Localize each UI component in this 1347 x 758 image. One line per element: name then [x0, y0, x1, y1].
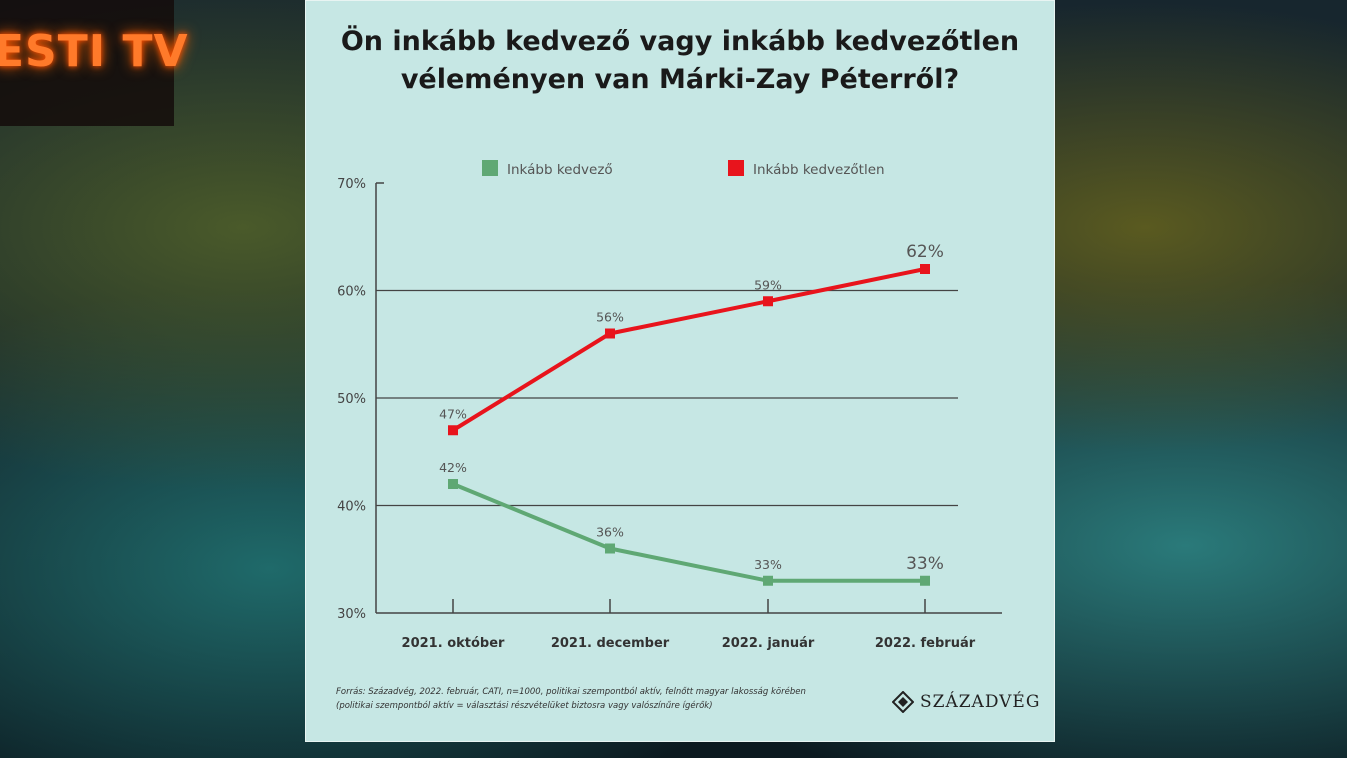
- x-tick-label: 2022. január: [722, 636, 815, 651]
- channel-logo: ESTI TV: [0, 26, 189, 77]
- y-tick-label: 40%: [337, 500, 366, 515]
- data-label: 56%: [596, 310, 624, 325]
- data-label: 59%: [754, 277, 782, 292]
- legend-label: Inkább kedvezőtlen: [753, 162, 885, 178]
- data-label: 36%: [596, 525, 624, 540]
- chart-title: Ön inkább kedvező vagy inkább kedvezőtle…: [306, 23, 1054, 99]
- y-tick-label: 50%: [337, 392, 366, 407]
- footnote-line2: (politikai szempontból aktív = választás…: [336, 701, 713, 711]
- source-footnote: Forrás: Századvég, 2022. február, CATI, …: [336, 685, 896, 713]
- x-tick-label: 2021. december: [551, 636, 670, 651]
- legend-swatch: [728, 160, 744, 176]
- data-point: [763, 575, 773, 586]
- data-point: [763, 296, 773, 307]
- x-tick-label: 2022. február: [875, 636, 976, 651]
- data-label: 47%: [439, 406, 467, 421]
- y-tick-label: 70%: [337, 177, 366, 192]
- line-chart: 30% 40% 50% 60% 70% 2021. október 2021. decemb…: [337, 160, 1002, 651]
- x-tick-label: 2021. október: [402, 636, 505, 651]
- data-point: [920, 264, 930, 274]
- data-point: [920, 575, 930, 586]
- data-point: [605, 543, 615, 554]
- brand-name: SZÁZADVÉG: [920, 692, 1041, 712]
- chart-title-line2: véleményen van Márki-Zay Péterről?: [400, 64, 960, 95]
- channel-logo-box: ESTI TV: [0, 0, 188, 126]
- data-label: 42%: [439, 460, 467, 475]
- data-label: 33%: [906, 554, 944, 574]
- brand-diamond-icon: [892, 691, 914, 713]
- y-tick-label: 30%: [337, 607, 366, 622]
- data-label: 62%: [906, 242, 944, 262]
- data-point: [605, 328, 615, 339]
- y-tick-label: 60%: [337, 285, 366, 300]
- series-line: [452, 482, 925, 583]
- series-line: [451, 267, 926, 432]
- legend-swatch: [482, 160, 498, 176]
- chart-card: Ön inkább kedvező vagy inkább kedvezőtle…: [305, 0, 1055, 742]
- data-point: [448, 425, 458, 436]
- chart-title-line1: Ön inkább kedvező vagy inkább kedvezőtle…: [340, 26, 1020, 57]
- brand-logo: SZÁZADVÉG: [892, 689, 1040, 715]
- data-point: [448, 479, 458, 489]
- footnote-line1: Forrás: Századvég, 2022. február, CATI, …: [336, 687, 806, 697]
- legend-label: Inkább kedvező: [507, 162, 613, 178]
- data-label: 33%: [754, 557, 782, 572]
